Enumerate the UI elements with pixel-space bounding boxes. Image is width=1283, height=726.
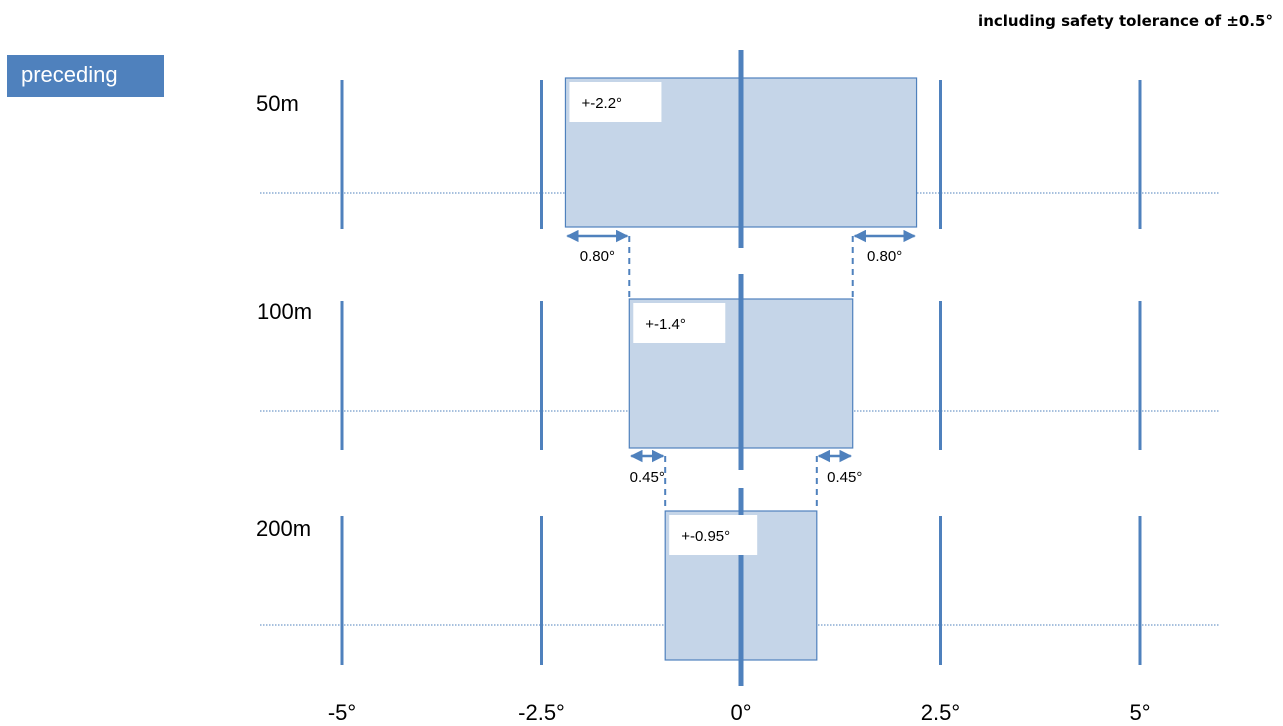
difference-label: 0.80° xyxy=(580,248,615,265)
box-label-background xyxy=(669,515,758,555)
distance-label: 100m xyxy=(257,299,312,324)
box-label: +-1.4° xyxy=(645,316,686,333)
axis-tick-label: 0° xyxy=(730,700,751,725)
preceding-tag: preceding xyxy=(7,55,164,97)
axis-tick-label: 2.5° xyxy=(921,700,960,725)
distance-label: 200m xyxy=(256,516,311,541)
difference-label: 0.45° xyxy=(630,469,665,486)
distance-label: 50m xyxy=(256,91,299,116)
axis-tick-label: -5° xyxy=(328,700,356,725)
box-label-background xyxy=(633,303,726,343)
diagram-title: including safety tolerance of ±0.5° xyxy=(978,12,1273,30)
difference-label: 0.45° xyxy=(827,469,862,486)
axis-tick-label: 5° xyxy=(1129,700,1150,725)
box-label-background xyxy=(569,82,662,122)
box-label: +-0.95° xyxy=(681,528,730,545)
box-label: +-2.2° xyxy=(581,95,622,112)
axis-tick-label: -2.5° xyxy=(518,700,565,725)
difference-label: 0.80° xyxy=(867,248,902,265)
